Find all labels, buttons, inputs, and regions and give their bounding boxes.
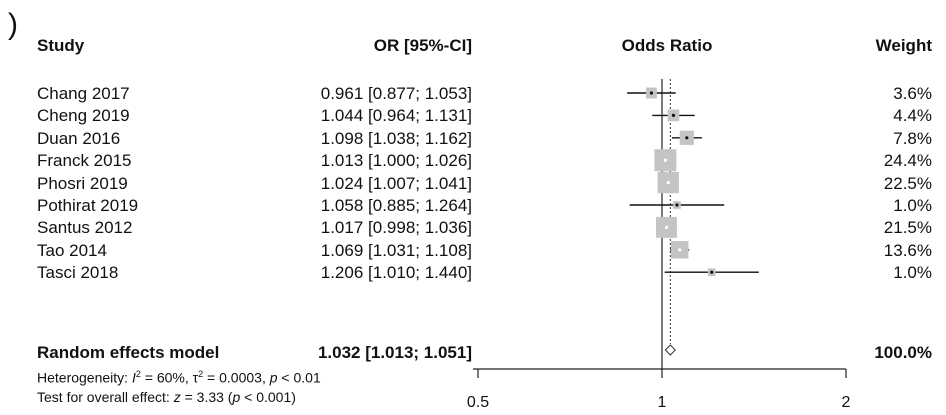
study-ci: 1.017 [0.998; 1.036] xyxy=(320,218,472,238)
point-estimate xyxy=(710,270,714,274)
study-name: Santus 2012 xyxy=(37,218,133,238)
overall-p-value: < 0.001) xyxy=(240,389,296,405)
study-ci: 1.013 [1.000; 1.026] xyxy=(320,151,472,171)
study-name: Pothirat 2019 xyxy=(37,196,139,215)
point-estimate xyxy=(685,136,689,140)
study-ci: 0.961 [0.877; 1.053] xyxy=(320,84,472,103)
study-name: Duan 2016 xyxy=(37,128,121,148)
study-weight: 21.5% xyxy=(883,218,932,238)
header-or-ci: OR [95%-CI] xyxy=(373,36,472,55)
study-ci: 1.044 [0.964; 1.131] xyxy=(320,106,472,126)
study-ci: 1.024 [1.007; 1.041] xyxy=(320,173,472,193)
heterogeneity-text: Heterogeneity: I2 = 60%, τ2 = 0.0003, p … xyxy=(37,369,321,386)
study-weight: 3.6% xyxy=(893,84,932,103)
point-estimate xyxy=(649,91,654,95)
summary-ci: 1.032 [1.013; 1.051] xyxy=(317,343,472,362)
point-estimate xyxy=(666,181,670,185)
point-estimate xyxy=(664,225,669,229)
header-weight: Weight xyxy=(875,36,932,55)
summary-label: Random effects model xyxy=(37,343,220,362)
x-tick-label: 2 xyxy=(842,394,851,411)
header-odds-ratio: Odds Ratio xyxy=(621,36,713,55)
point-estimate xyxy=(678,248,682,252)
summary-weight: 100.0% xyxy=(874,343,932,362)
study-weight: 1.0% xyxy=(893,196,932,215)
study-ci: 1.206 [1.010; 1.440] xyxy=(320,263,472,283)
overall-p-symbol: p xyxy=(232,389,241,405)
study-weight: 7.8% xyxy=(893,128,932,148)
x-tick-label: 0.5 xyxy=(467,394,489,411)
point-estimate xyxy=(663,158,668,162)
study-name: Franck 2015 xyxy=(37,151,132,171)
study-ci: 1.058 [0.885; 1.264] xyxy=(320,196,472,215)
tau2-value: = 0.0003, xyxy=(203,369,270,386)
tau2-symbol: τ xyxy=(192,369,199,386)
summary-diamond xyxy=(664,344,676,356)
study-weight: 1.0% xyxy=(893,263,932,283)
panel-label: ) xyxy=(8,8,18,41)
study-weight: 13.6% xyxy=(883,240,932,260)
study-ci: 1.069 [1.031; 1.108] xyxy=(320,240,472,260)
i2-value: = 60%, xyxy=(140,369,193,386)
overall-prefix: Test for overall effect: xyxy=(37,389,174,405)
study-name: Cheng 2019 xyxy=(37,106,130,126)
overall-effect-text: Test for overall effect: z = 3.33 (p < 0… xyxy=(37,389,296,405)
z-value: = 3.33 ( xyxy=(180,389,233,405)
study-name: Phosri 2019 xyxy=(37,173,128,193)
i2-symbol: I xyxy=(131,369,136,386)
point-estimate xyxy=(675,203,679,207)
het-p-value: < 0.01 xyxy=(277,369,321,386)
study-ci: 1.098 [1.038; 1.162] xyxy=(320,128,472,148)
study-weight: 24.4% xyxy=(883,151,932,171)
heterogeneity-prefix: Heterogeneity: xyxy=(37,369,132,386)
point-estimate xyxy=(671,113,676,117)
het-p-symbol: p xyxy=(269,369,278,386)
z-symbol: z xyxy=(173,389,181,405)
study-weight: 22.5% xyxy=(883,173,932,193)
study-name: Chang 2017 xyxy=(37,84,130,103)
study-name: Tao 2014 xyxy=(37,240,107,260)
study-weight: 4.4% xyxy=(893,106,932,126)
study-name: Tasci 2018 xyxy=(37,263,119,283)
header-study: Study xyxy=(37,36,85,55)
x-tick-label: 1 xyxy=(658,394,667,411)
